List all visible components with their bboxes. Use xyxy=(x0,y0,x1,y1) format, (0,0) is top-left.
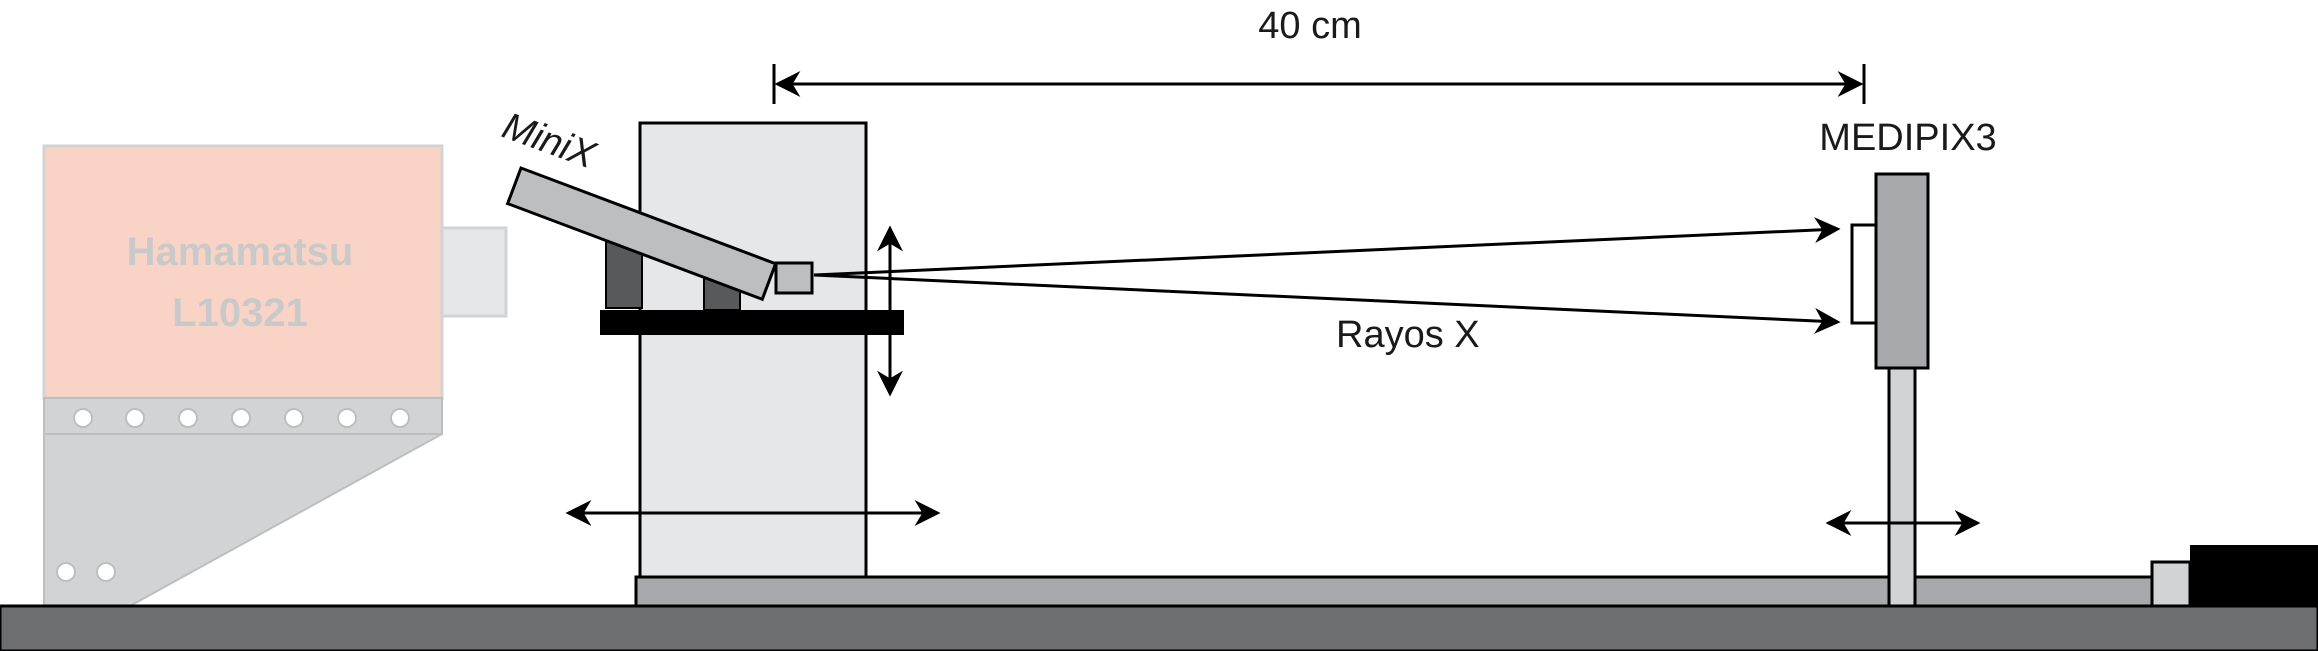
minix-nozzle xyxy=(774,261,814,295)
hamamatsu-body xyxy=(42,144,444,400)
hamamatsu-label-line1: Hamamatsu xyxy=(127,230,354,274)
hamamatsu-bracket-holes xyxy=(56,562,116,582)
hamamatsu-window xyxy=(440,226,508,318)
minix-body xyxy=(505,166,778,302)
linear-rail xyxy=(634,575,2154,608)
detector-post xyxy=(1887,366,1917,608)
detector-label: MEDIPIX3 xyxy=(1819,117,1996,159)
minix-tube xyxy=(505,166,778,302)
motor-block xyxy=(2190,545,2318,606)
hamamatsu-source: Hamamatsu L10321 xyxy=(42,144,508,607)
minix-platform xyxy=(600,310,904,335)
xray-beam-label: Rayos X xyxy=(1336,314,1480,356)
vertical-tower xyxy=(638,121,868,579)
optical-table xyxy=(0,604,2318,651)
medipix3-detector xyxy=(1874,172,1930,370)
minix-label: MiniX xyxy=(497,105,602,178)
hamamatsu-rail-holes xyxy=(73,408,410,428)
distance-label: 40 cm xyxy=(1258,5,1361,47)
xray-beam-lower xyxy=(813,273,1841,334)
hamamatsu-label-line2: L10321 xyxy=(172,291,308,335)
detector-sensor-window xyxy=(1850,223,1878,325)
xray-beam-upper xyxy=(813,217,1841,277)
rail-end-block xyxy=(2150,560,2192,608)
